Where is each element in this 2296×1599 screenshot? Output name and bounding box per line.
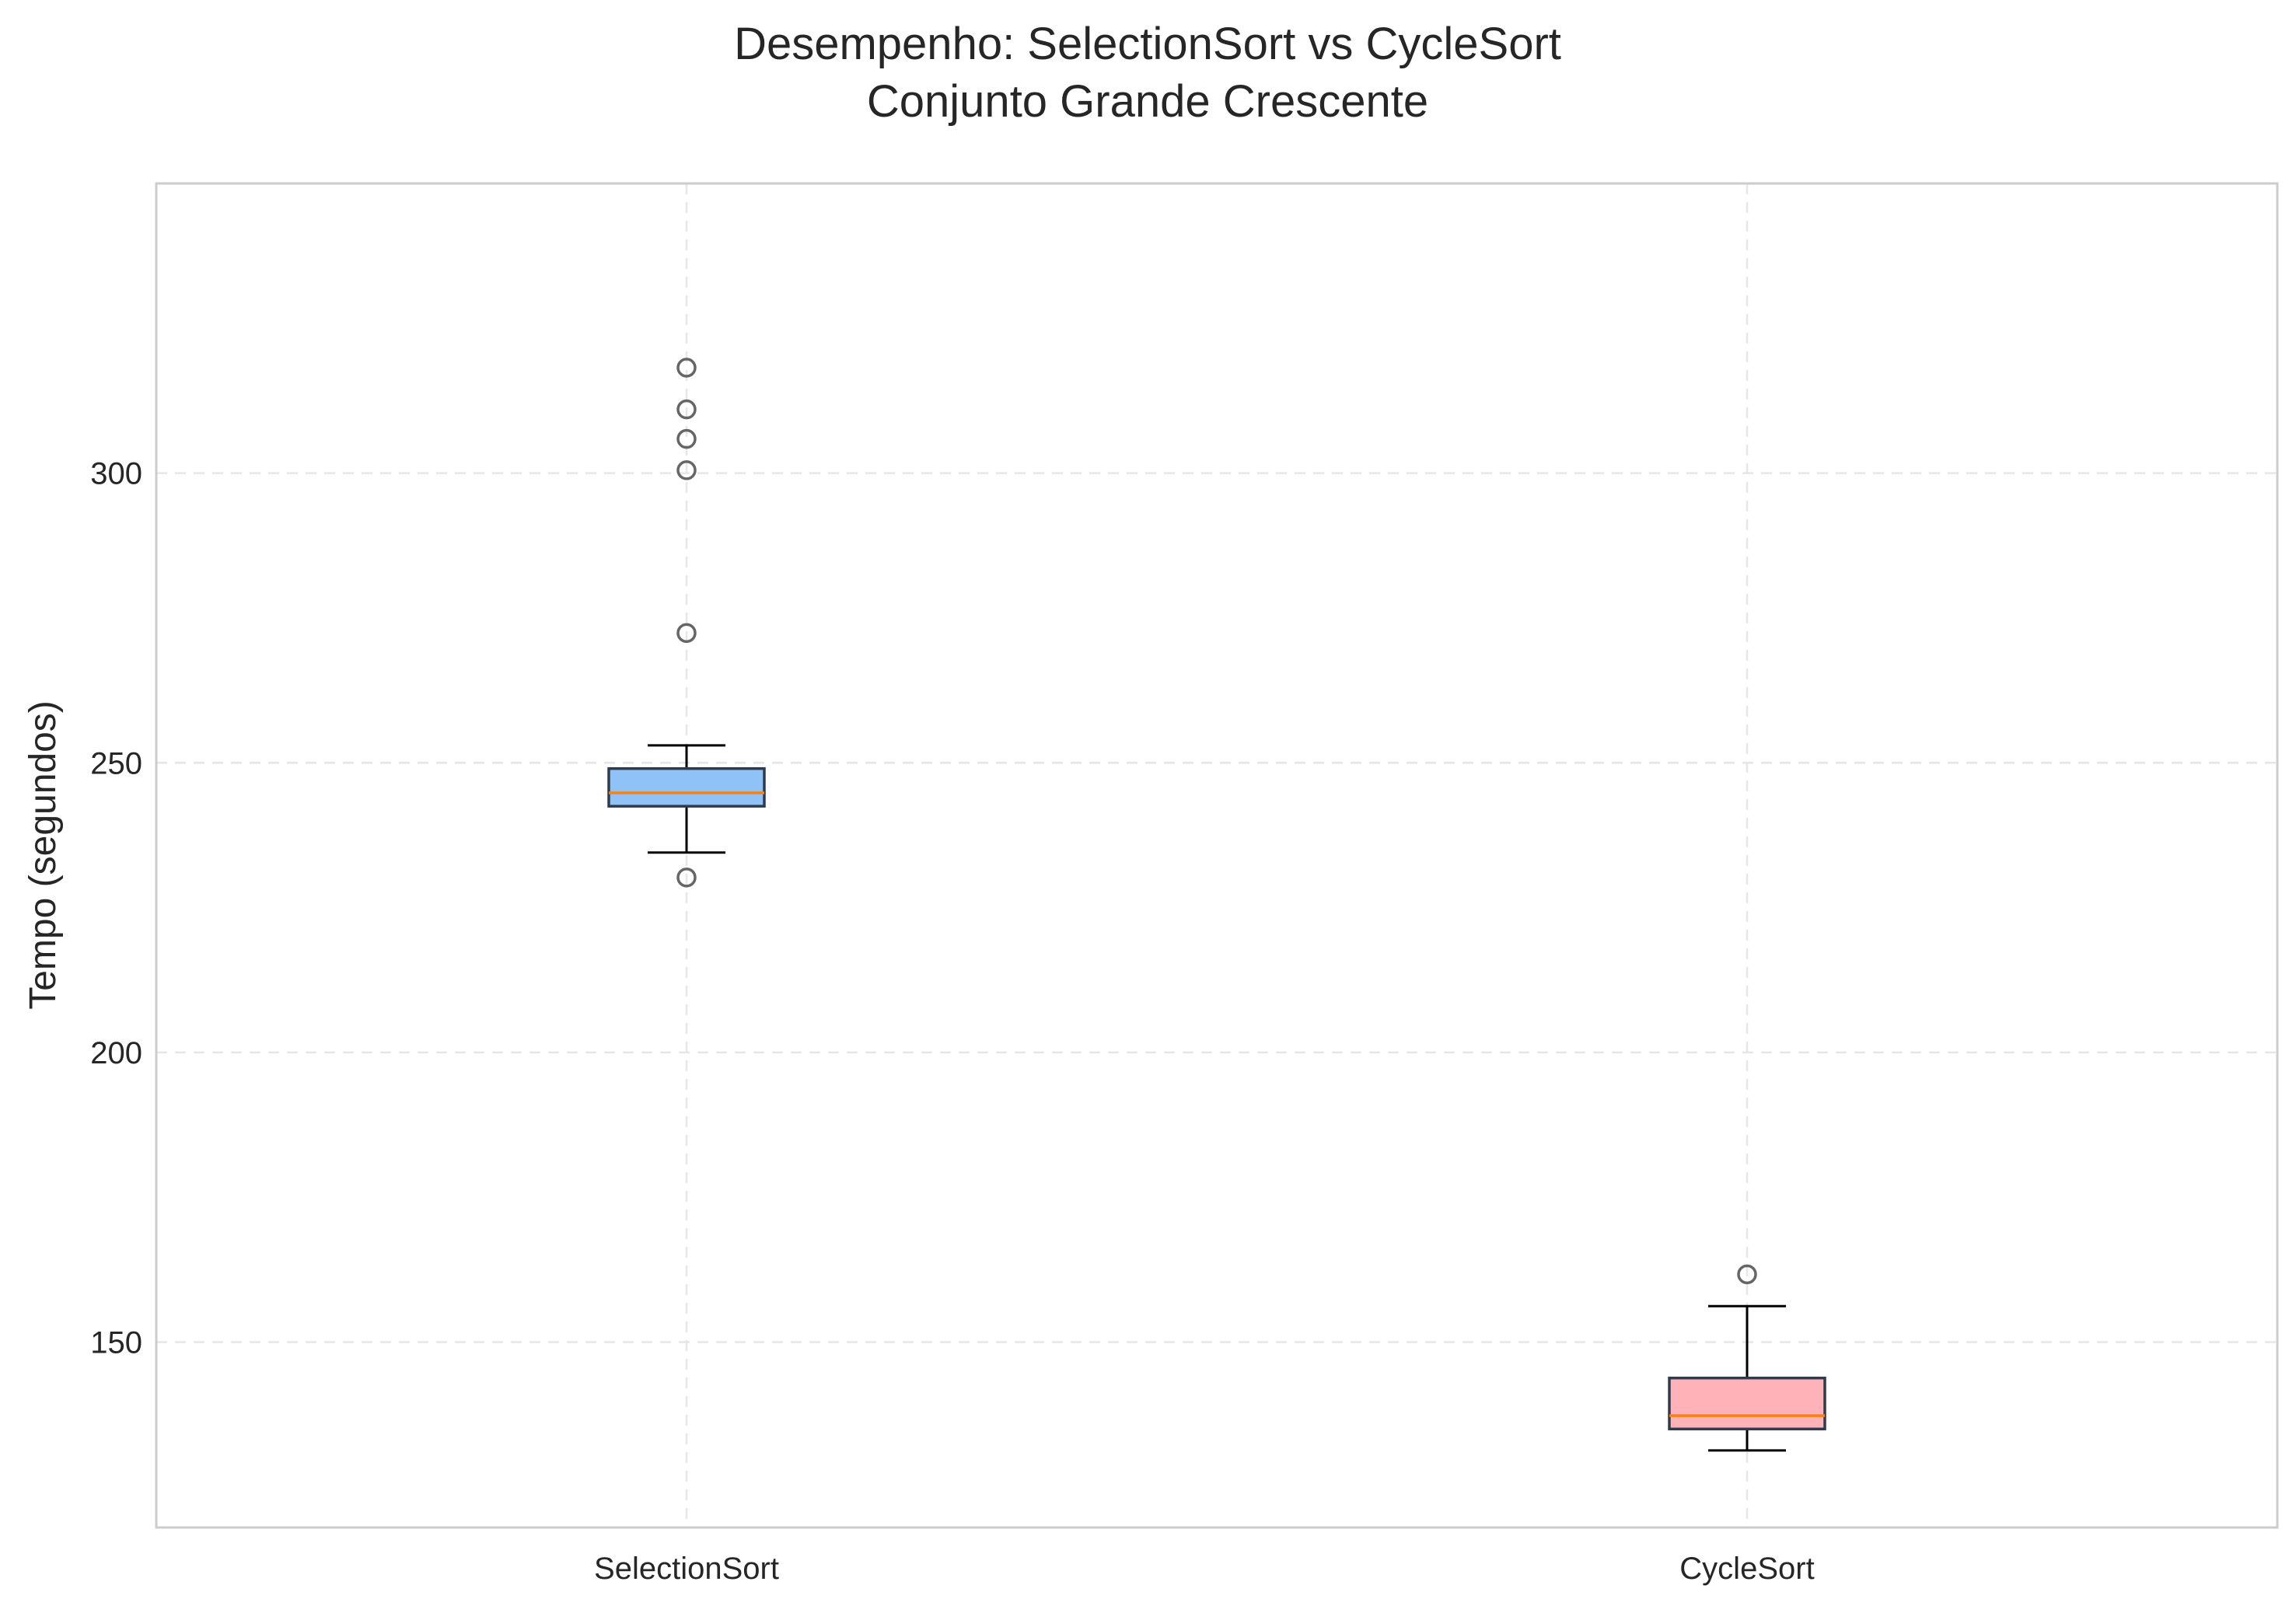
outlier-point xyxy=(676,428,697,449)
y-tick-label: 250 xyxy=(90,746,142,780)
box xyxy=(1668,1376,1826,1431)
plot-frame xyxy=(155,182,2279,1529)
y-axis-ticks: 150 200 250 300 xyxy=(90,457,142,1360)
outlier-point xyxy=(676,399,697,420)
outlier-point xyxy=(676,868,697,888)
y-tick-label: 150 xyxy=(90,1326,142,1360)
box-group-selectionsort xyxy=(607,358,766,888)
chart-title-line-2: Conjunto Grande Crescente xyxy=(867,76,1428,127)
outlier-point xyxy=(676,460,697,480)
outlier-point xyxy=(676,623,697,644)
x-tick-label: CycleSort xyxy=(1679,1552,1814,1586)
outlier-point xyxy=(1737,1264,1757,1285)
plot-area xyxy=(607,358,1826,1452)
x-axis-ticks: SelectionSort CycleSort xyxy=(594,1552,1815,1586)
y-tick-label: 300 xyxy=(90,457,142,491)
box-group-cyclesort xyxy=(1668,1264,1826,1452)
grid xyxy=(156,183,2277,1527)
box xyxy=(607,766,766,808)
y-tick-label: 200 xyxy=(90,1036,142,1070)
x-tick-label: SelectionSort xyxy=(594,1552,779,1586)
chart-title-line-1: Desempenho: SelectionSort vs CycleSort xyxy=(734,19,1561,69)
outlier-point xyxy=(676,358,697,378)
y-axis-label: Tempo (segundos) xyxy=(23,700,64,1010)
